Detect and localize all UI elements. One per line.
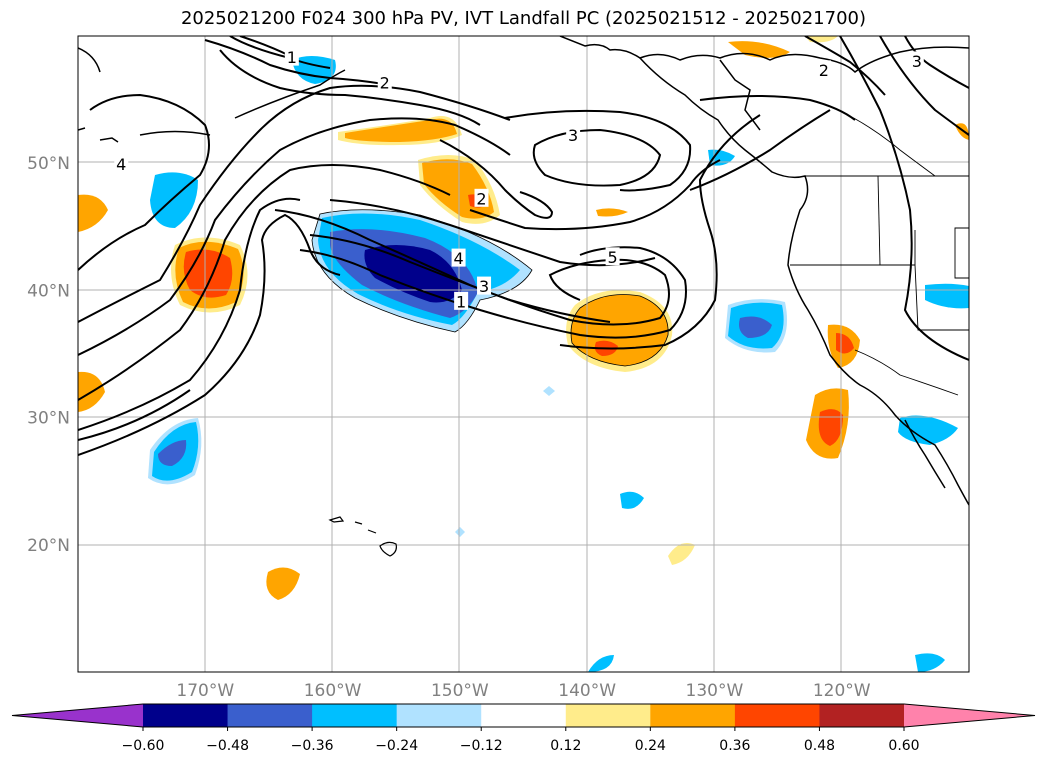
latitude-labels: 50°N 40°N 30°N 20°N [27,154,70,556]
latitude-label: 50°N [27,154,70,174]
longitude-label: 140°W [558,681,616,701]
longitude-label: 170°W [176,681,234,701]
longitude-label: 120°W [813,681,871,701]
positive-anomaly-ca-south-red [818,409,843,446]
shaded-fields [78,36,969,672]
plot-border [77,35,970,673]
colorbar-tick-label: −0.24 [375,738,418,754]
contour-label-background [909,51,924,70]
contour-label: 4 [116,155,126,174]
negative-anomaly-small-5 [543,386,555,396]
latitude-label: 30°N [27,409,70,429]
colorbar-tick-label: 0.12 [550,738,581,754]
colorbar-extend-min [12,704,143,727]
latitude-label: 20°N [27,536,70,556]
negative-anomaly-core [364,245,462,303]
colorbar-tick-label: −0.48 [206,738,249,754]
contour-label-background [454,291,469,310]
positive-anomaly-small-1 [266,567,300,600]
contour-label: 1 [456,292,466,311]
contour-label: 2 [819,61,829,80]
negative-anomaly-small-2 [588,655,614,672]
contour-label: 3 [479,277,489,296]
contour-label: 1 [287,48,297,67]
contour-label-background [605,247,620,266]
positive-anomaly-strip-orange [345,118,457,142]
longitude-label: 150°W [431,681,489,701]
pv-contours [78,36,969,456]
colorbar-extend-max [904,704,1035,727]
colorbar-tick-label: −0.36 [291,738,334,754]
negative-anomaly-sw-blue [158,440,187,466]
contour-label: 5 [608,248,618,267]
negative-anomaly-small-3 [915,653,945,672]
contour-label-background [474,188,489,207]
colorbar-tick-label: 0.36 [719,738,750,754]
longitude-label: 130°W [686,681,744,701]
contour-label-background [114,154,129,173]
positive-anomaly-small-3 [596,208,628,217]
coastlines [78,36,969,506]
contour-label-background [284,47,299,66]
contour-label: 2 [380,74,390,93]
contour-label-background [566,125,581,144]
map-title: 2025021200 F024 300 hPa PV, IVT Landfall… [180,8,867,29]
colorbar-segment [227,704,313,727]
colorbar-segment [734,704,820,727]
colorbar-segment [819,704,905,727]
longitude-label: 160°W [304,681,362,701]
colorbar-segment [396,704,482,727]
contour-label-background [816,60,831,79]
contour-label-background [451,248,466,267]
positive-anomaly-edge-1 [78,194,108,232]
latitude-label: 40°N [27,281,70,301]
colorbar-tick-label: 0.60 [888,738,919,754]
contour-label-background [377,73,392,92]
colorbar-tick-label: −0.12 [460,738,503,754]
negative-anomaly-e-blue [739,316,772,338]
gridlines [78,36,969,672]
contour-label: 4 [453,249,463,268]
positive-anomaly-east-outline [570,294,669,367]
political-borders [790,109,969,396]
colorbar-tick-label: 0.48 [804,738,835,754]
contour-label: 2 [476,189,486,208]
contour-label: 3 [912,52,922,71]
colorbar-tick-label: 0.24 [635,738,666,754]
hawaiian-islands [328,516,397,557]
colorbar: −0.60 −0.48 −0.36 −0.24 −0.12 0.12 0.24 0.36 0.4… [11,703,1036,754]
colorbar-segment [312,704,398,727]
positive-anomaly-small-2 [668,543,695,565]
colorbar-segment [650,704,736,727]
negative-anomaly-baja [898,415,958,445]
longitude-labels: 170°W 160°W 150°W 140°W 130°W 120°W [176,681,870,701]
negative-anomaly-small-1 [620,491,644,509]
colorbar-segment [143,704,229,727]
colorbar-segment [481,704,567,727]
colorbar-tick-label: −0.60 [122,738,165,754]
contour-label-background [477,276,492,295]
negative-anomaly-small-6 [455,527,465,537]
colorbar-segment [565,704,651,727]
contour-label: 3 [568,126,578,145]
